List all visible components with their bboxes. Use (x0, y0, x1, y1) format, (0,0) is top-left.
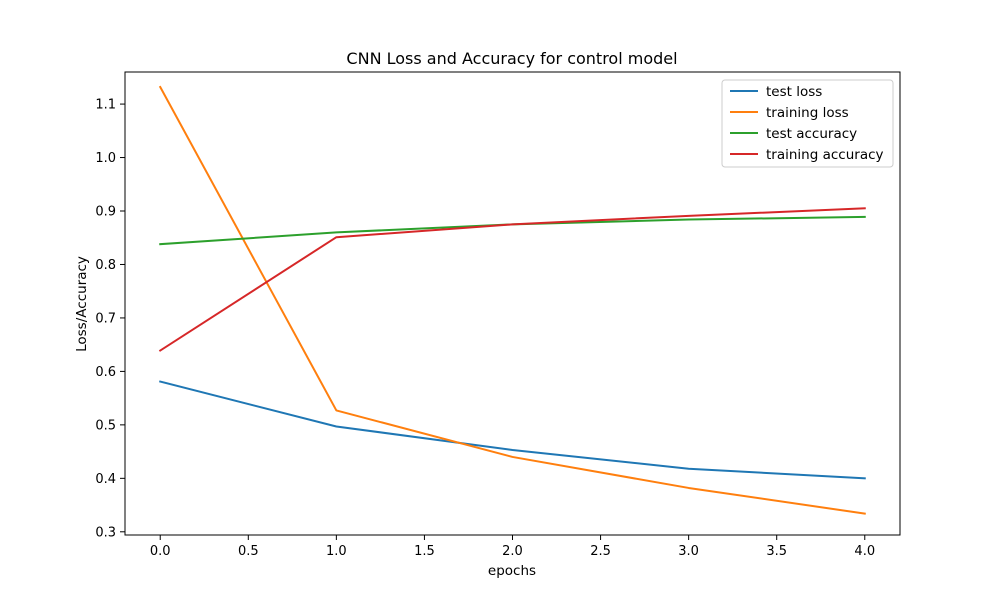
y-tick-label: 1.1 (95, 98, 116, 113)
y-tick-label: 1.0 (95, 151, 116, 166)
x-tick-label: 1.0 (326, 544, 347, 559)
legend-box (721, 79, 894, 168)
x-tick-label: 0.0 (150, 544, 171, 559)
legend-label: test accuracy (766, 126, 857, 142)
y-tick-label: 0.8 (95, 258, 116, 273)
x-tick-label: 4.0 (854, 544, 875, 559)
series-line-training-loss (158, 85, 866, 515)
legend-label: training loss (766, 105, 849, 121)
y-tick-label: 0.9 (95, 205, 116, 220)
x-tick-label: 3.0 (678, 544, 699, 559)
y-tick-label: 0.6 (95, 365, 116, 380)
series-line-training-accuracy (158, 207, 866, 352)
series-line-test-loss (159, 380, 866, 480)
y-tick-label: 0.3 (95, 525, 116, 540)
x-tick-label: 0.5 (238, 544, 259, 559)
y-tick-label: 0.4 (95, 472, 116, 487)
chart-title: CNN Loss and Accuracy for control model (346, 49, 677, 68)
x-tick-label: 1.5 (414, 544, 435, 559)
plot-area: 0.0 0.5 1.0 1.5 2.0 2.5 3.0 3.5 4.0 0.3 0.4 0.5 0.6 0… (95, 71, 901, 559)
y-tick-label: 0.7 (95, 311, 116, 326)
y-tick-label: 0.5 (95, 418, 116, 433)
legend-label: test loss (766, 84, 822, 100)
legend-label: training accuracy (766, 147, 884, 163)
x-tick-label: 2.0 (502, 544, 523, 559)
y-axis-label: Loss/Accuracy (74, 256, 90, 352)
x-tick-label: 3.5 (766, 544, 787, 559)
x-axis-label: epochs (488, 563, 536, 579)
x-tick-label: 2.5 (590, 544, 611, 559)
legend: test loss training loss test accuracy train… (721, 79, 894, 168)
